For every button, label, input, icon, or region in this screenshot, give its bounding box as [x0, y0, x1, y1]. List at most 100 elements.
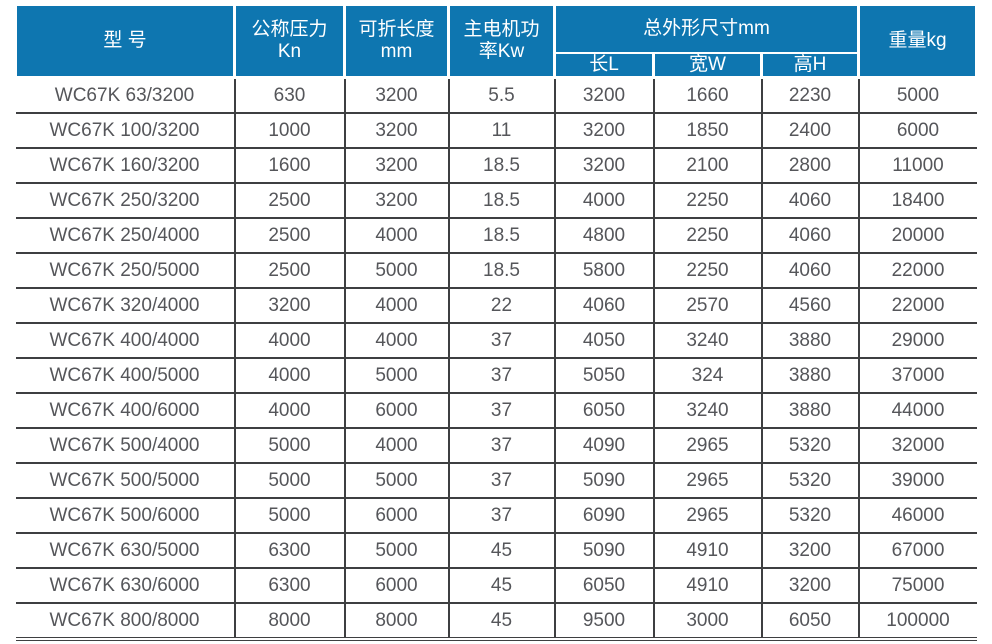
col-header-motor-power-line1: 主电机功 — [463, 19, 540, 40]
cell-model: WC67K 500/6000 — [15, 497, 236, 534]
cell-fold-length: 5000 — [343, 532, 450, 569]
cell-dim-width: 2965 — [652, 427, 763, 464]
cell-dim-height: 4060 — [760, 252, 860, 289]
cell-dim-height: 3880 — [760, 357, 860, 394]
cell-dim-length: 5090 — [553, 462, 655, 499]
table-row: WC67K 630/5000 6300 5000 45 5090 4910 3200 6700… — [15, 532, 977, 569]
cell-dim-height: 5320 — [760, 497, 860, 534]
cell-dim-length: 4800 — [553, 217, 655, 254]
cell-model: WC67K 400/6000 — [15, 392, 236, 429]
cell-dim-width: 2250 — [652, 217, 763, 254]
col-header-dim-width: 宽W — [652, 52, 763, 79]
cell-weight: 75000 — [857, 567, 977, 604]
table-row: WC67K 500/5000 5000 5000 37 5090 2965 5320 3900… — [15, 462, 977, 499]
cell-weight: 5000 — [857, 77, 977, 114]
table-row: WC67K 500/6000 5000 6000 37 6090 2965 5320 4600… — [15, 497, 977, 534]
cell-pressure: 4000 — [233, 392, 346, 429]
cell-pressure: 5000 — [233, 497, 346, 534]
cell-dim-width: 2965 — [652, 497, 763, 534]
cell-dim-height: 3200 — [760, 532, 860, 569]
cell-motor-power: 18.5 — [447, 147, 556, 184]
cell-motor-power: 45 — [447, 602, 556, 641]
cell-motor-power: 5.5 — [447, 77, 556, 114]
cell-fold-length: 8000 — [343, 602, 450, 641]
cell-dim-height: 6050 — [760, 602, 860, 641]
header-row-top: 型 号 公称压力 Kn 可折长度 mm 主电机功 率Kw 总外形尺寸mm 重量k… — [14, 3, 978, 79]
cell-fold-length: 4000 — [343, 427, 450, 464]
cell-dim-length: 4000 — [553, 182, 655, 219]
cell-fold-length: 3200 — [343, 182, 450, 219]
cell-weight: 18400 — [857, 182, 977, 219]
col-header-pressure: 公称压力 Kn — [233, 3, 346, 79]
cell-dim-height: 4060 — [760, 217, 860, 254]
cell-model: WC67K 250/5000 — [15, 252, 236, 289]
table-row: WC67K 400/5000 4000 5000 37 5050 324 3880 37000 — [15, 357, 977, 394]
col-header-motor-power: 主电机功 率Kw — [447, 3, 556, 79]
col-header-model: 型 号 — [14, 3, 236, 79]
cell-fold-length: 3200 — [343, 147, 450, 184]
cell-dim-height: 3880 — [760, 392, 860, 429]
cell-motor-power: 37 — [447, 322, 556, 359]
cell-model: WC67K 400/5000 — [15, 357, 236, 394]
table-row: WC67K 500/4000 5000 4000 37 4090 2965 5320 3200… — [15, 427, 977, 464]
cell-weight: 6000 — [857, 112, 977, 149]
cell-fold-length: 3200 — [343, 77, 450, 114]
cell-motor-power: 22 — [447, 287, 556, 324]
table-row: WC67K 100/3200 1000 3200 11 3200 1850 2400 6000 — [15, 112, 977, 149]
cell-fold-length: 3200 — [343, 112, 450, 149]
spec-table-body: WC67K 63/3200 630 3200 5.5 3200 1660 2230 5000 W… — [15, 77, 977, 641]
table-row: WC67K 63/3200 630 3200 5.5 3200 1660 2230 5000 — [15, 77, 977, 114]
table-row: WC67K 400/6000 4000 6000 37 6050 3240 3880 4400… — [15, 392, 977, 429]
cell-fold-length: 6000 — [343, 392, 450, 429]
cell-model: WC67K 630/5000 — [15, 532, 236, 569]
cell-dim-width: 2100 — [652, 147, 763, 184]
col-header-dim-height: 高H — [760, 52, 860, 79]
col-header-dim-length: 长L — [553, 52, 655, 79]
cell-weight: 29000 — [857, 322, 977, 359]
table-row: WC67K 250/5000 2500 5000 18.5 5800 2250 4060 22… — [15, 252, 977, 289]
cell-weight: 44000 — [857, 392, 977, 429]
col-header-fold-length-line2: mm — [380, 41, 413, 62]
cell-pressure: 4000 — [233, 357, 346, 394]
cell-pressure: 5000 — [233, 462, 346, 499]
table-row: WC67K 250/3200 2500 3200 18.5 4000 2250 4060 18… — [15, 182, 977, 219]
cell-pressure: 2500 — [233, 182, 346, 219]
cell-motor-power: 37 — [447, 497, 556, 534]
cell-dim-height: 2800 — [760, 147, 860, 184]
table-row: WC67K 630/6000 6300 6000 45 6050 4910 3200 7500… — [15, 567, 977, 604]
cell-weight: 46000 — [857, 497, 977, 534]
cell-model: WC67K 250/4000 — [15, 217, 236, 254]
cell-fold-length: 5000 — [343, 252, 450, 289]
cell-pressure: 6300 — [233, 567, 346, 604]
cell-dim-length: 4060 — [553, 287, 655, 324]
cell-dim-width: 2570 — [652, 287, 763, 324]
cell-dim-width: 3240 — [652, 322, 763, 359]
cell-weight: 67000 — [857, 532, 977, 569]
cell-weight: 39000 — [857, 462, 977, 499]
cell-pressure: 2500 — [233, 217, 346, 254]
cell-dim-width: 2250 — [652, 182, 763, 219]
cell-dim-length: 4090 — [553, 427, 655, 464]
cell-pressure: 2500 — [233, 252, 346, 289]
cell-dim-width: 2965 — [652, 462, 763, 499]
cell-pressure: 630 — [233, 77, 346, 114]
cell-motor-power: 18.5 — [447, 182, 556, 219]
cell-motor-power: 45 — [447, 567, 556, 604]
cell-fold-length: 5000 — [343, 462, 450, 499]
cell-dim-height: 5320 — [760, 427, 860, 464]
cell-weight: 22000 — [857, 287, 977, 324]
col-header-motor-power-line2: 率Kw — [478, 41, 525, 62]
cell-dim-length: 3200 — [553, 147, 655, 184]
col-header-pressure-line1: 公称压力 — [251, 19, 328, 40]
cell-model: WC67K 500/5000 — [15, 462, 236, 499]
cell-fold-length: 5000 — [343, 357, 450, 394]
cell-motor-power: 37 — [447, 357, 556, 394]
cell-dim-length: 6050 — [553, 392, 655, 429]
cell-dim-length: 5090 — [553, 532, 655, 569]
cell-dim-length: 6050 — [553, 567, 655, 604]
cell-motor-power: 37 — [447, 427, 556, 464]
cell-dim-length: 5050 — [553, 357, 655, 394]
cell-dim-height: 4560 — [760, 287, 860, 324]
cell-model: WC67K 320/4000 — [15, 287, 236, 324]
cell-weight: 20000 — [857, 217, 977, 254]
